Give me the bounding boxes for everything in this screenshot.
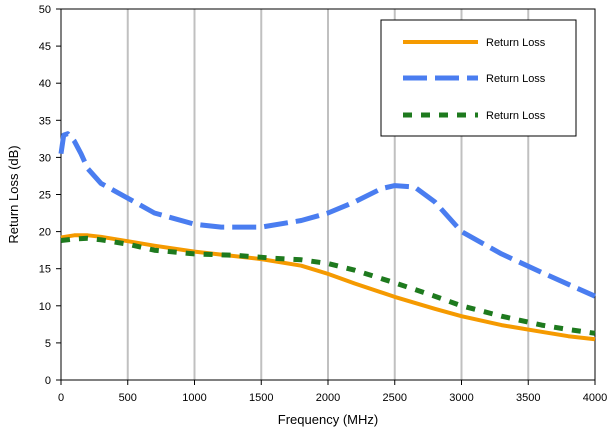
x-tick-label: 3000 xyxy=(449,392,473,404)
y-tick-label: 45 xyxy=(39,41,51,53)
y-tick-label: 25 xyxy=(39,190,51,202)
x-tick-label: 1500 xyxy=(249,392,273,404)
legend-label-2: Return Loss xyxy=(486,73,546,85)
legend: Return Loss Return Loss Return Loss xyxy=(380,19,577,137)
legend-label-1: Return Loss xyxy=(486,37,546,49)
y-tick-label: 15 xyxy=(39,264,51,276)
x-tick-label: 3500 xyxy=(516,392,540,404)
y-tick-label: 0 xyxy=(45,375,51,387)
series-line-3 xyxy=(60,235,596,336)
y-tick-label: 30 xyxy=(39,152,51,164)
y-tick-label: 10 xyxy=(39,301,51,313)
series-line-2 xyxy=(58,131,597,299)
y-axis-label: Return Loss (dB) xyxy=(6,145,21,243)
x-axis-label: Frequency (MHz) xyxy=(278,412,378,427)
y-tick-label: 35 xyxy=(39,115,51,127)
x-tick-label: 2000 xyxy=(316,392,340,404)
legend-label-3: Return Loss xyxy=(486,110,546,122)
x-tick-label: 4000 xyxy=(583,392,607,404)
x-tick-label: 1000 xyxy=(182,392,206,404)
axis-ticks: 0 500 1000 1500 2000 2500 3000 3500 4000 0 5 10 15 20… xyxy=(39,4,607,404)
series-lines xyxy=(58,131,597,342)
x-tick-label: 0 xyxy=(58,392,64,404)
y-tick-label: 5 xyxy=(45,338,51,350)
x-tick-label: 500 xyxy=(119,392,137,404)
x-tick-label: 2500 xyxy=(383,392,407,404)
series-line-1 xyxy=(60,233,596,342)
y-tick-label: 40 xyxy=(39,78,51,90)
y-tick-label: 50 xyxy=(39,4,51,16)
y-tick-label: 20 xyxy=(39,227,51,239)
